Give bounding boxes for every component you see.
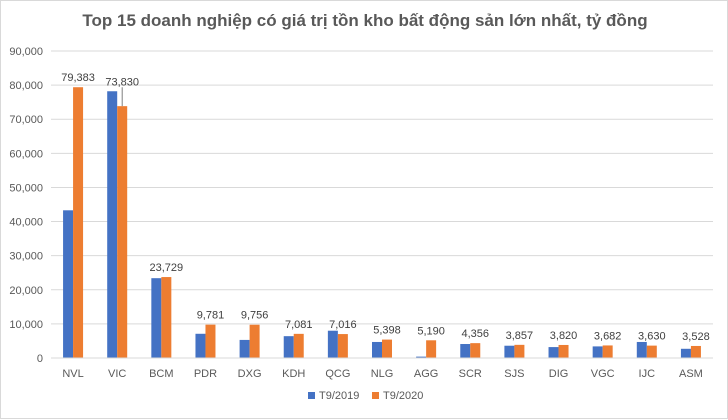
bar-T9-2020-IJC (646, 345, 657, 358)
x-tick-label: PDR (194, 368, 217, 380)
legend-label-series-2: T9/2020 (383, 390, 423, 402)
bar-T9-2020-SJS (514, 344, 525, 358)
data-label-AGG: 5,190 (417, 325, 445, 337)
data-label-DXG: 9,756 (241, 310, 269, 322)
bar-T9-2019-NVL (63, 210, 74, 358)
bar-T9-2019-VIC (107, 91, 118, 359)
y-tick-label: 50,000 (9, 182, 43, 194)
y-tick-label: 20,000 (9, 285, 43, 297)
data-label-VGC: 3,682 (594, 330, 622, 342)
bar-T9-2020-BCM (161, 277, 172, 358)
data-label-BCM: 23,729 (150, 262, 184, 274)
data-label-SCR: 4,356 (462, 328, 490, 340)
bar-T9-2019-AGG (416, 356, 427, 358)
bar-T9-2019-NLG (372, 341, 382, 358)
data-label-NLG: 5,398 (373, 325, 401, 337)
x-tick-label: SCR (459, 368, 482, 380)
x-tick-label: ASM (679, 368, 703, 380)
bar-T9-2020-VIC (117, 106, 128, 358)
bar-T9-2019-SJS (504, 345, 515, 358)
bar-T9-2020-PDR (205, 324, 216, 358)
legend-label-series-1: T9/2019 (319, 390, 359, 402)
data-label-NVL: 79,383 (61, 72, 95, 84)
data-label-SJS: 3,857 (506, 330, 534, 342)
y-tick-label: 40,000 (9, 217, 43, 229)
bar-T9-2020-AGG (426, 340, 437, 358)
x-tick-label: KDH (282, 368, 305, 380)
x-tick-label: SJS (504, 368, 524, 380)
y-tick-label: 30,000 (9, 251, 43, 263)
x-tick-label: NLG (371, 368, 394, 380)
x-tick-label: AGG (414, 368, 438, 380)
data-label-KDH: 7,081 (285, 319, 313, 331)
bar-T9-2020-KDH (293, 333, 304, 358)
bar-T9-2020-DIG (558, 344, 569, 358)
x-tick-label: IJC (639, 368, 656, 380)
bar-T9-2019-BCM (151, 278, 162, 358)
y-tick-label: 60,000 (9, 148, 43, 160)
bar-T9-2020-ASM (690, 345, 701, 358)
y-tick-label: 80,000 (9, 80, 43, 92)
bar-T9-2020-VGC (602, 345, 613, 358)
x-tick-label: QCG (325, 368, 350, 380)
x-tick-label: DXG (238, 368, 262, 380)
data-label-PDR: 9,781 (197, 310, 225, 322)
y-tick-label: 90,000 (9, 46, 43, 58)
data-label-IJC: 3,630 (638, 331, 666, 343)
x-tick-label: VIC (108, 368, 126, 380)
chart-title: Top 15 doanh nghiệp có giá trị tồn kho b… (82, 11, 648, 30)
data-label-QCG: 7,016 (329, 319, 357, 331)
bar-T9-2019-IJC (636, 341, 647, 358)
x-tick-label: NVL (62, 368, 83, 380)
y-tick-label: 0 (37, 353, 43, 365)
bar-T9-2019-ASM (680, 348, 691, 358)
bar-T9-2020-NLG (382, 339, 392, 358)
bar-T9-2020-QCG (337, 334, 348, 358)
y-tick-label: 10,000 (9, 319, 43, 331)
x-tick-label: BCM (149, 368, 173, 380)
bar-T9-2019-DXG (239, 339, 250, 358)
bar-T9-2019-SCR (460, 344, 471, 358)
bar-T9-2020-SCR (470, 343, 481, 358)
bar-T9-2019-KDH (283, 336, 294, 358)
legend-swatch-series-2 (372, 392, 379, 399)
data-label-VIC: 73,830 (105, 76, 139, 88)
bar-T9-2019-PDR (195, 333, 206, 358)
x-tick-label: VGC (591, 368, 615, 380)
bar-T9-2019-VGC (592, 346, 603, 358)
bar-T9-2020-NVL (73, 87, 84, 359)
y-tick-label: 70,000 (9, 114, 43, 126)
bar-T9-2019-QCG (327, 330, 338, 358)
x-tick-label: DIG (549, 368, 569, 380)
bar-T9-2019-DIG (548, 347, 559, 358)
data-label-DIG: 3,820 (550, 330, 578, 342)
bar-T9-2020-DXG (249, 324, 260, 358)
legend-swatch-series-1 (308, 392, 315, 399)
data-label-ASM: 3,528 (682, 331, 710, 343)
